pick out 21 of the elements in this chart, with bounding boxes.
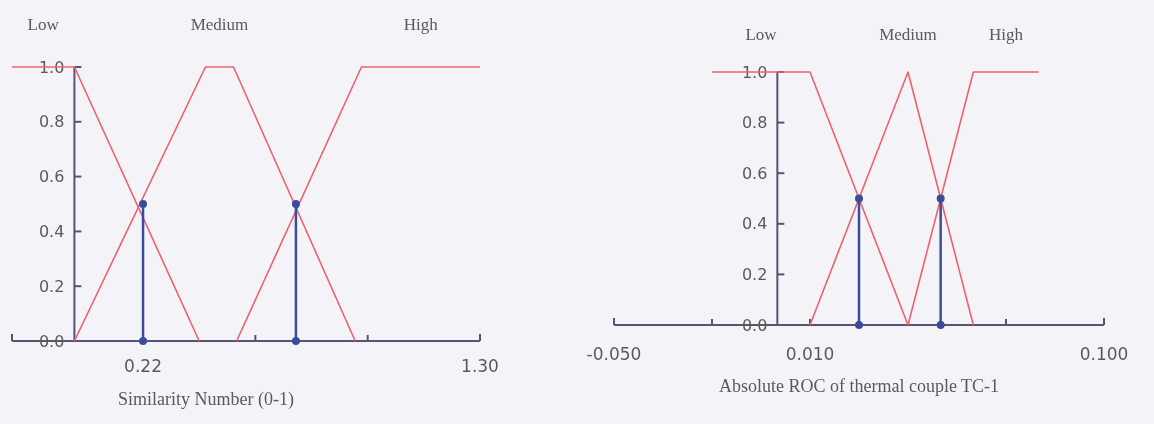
text: Medium: [190, 15, 249, 34]
x-tick-label: 1.30: [461, 356, 499, 376]
y-tick-label: 0.2: [741, 265, 768, 284]
series-label: Low: [745, 25, 778, 44]
y-tick-label: 0.8: [38, 112, 65, 132]
x-axis-title: Absolute ROC of thermal couple TC-1: [718, 376, 1000, 396]
x-tick-label: 0.010: [785, 344, 835, 364]
series-label: High: [403, 15, 439, 34]
x-tick-label: 0.100: [1079, 344, 1129, 364]
x-tick-label: 0.22: [124, 356, 162, 376]
x-tick-label: -0.050: [586, 344, 642, 364]
series-label: High: [989, 25, 1024, 44]
x-axis-title: Similarity Number (0-1): [118, 389, 294, 410]
y-tick-label: 0.4: [38, 222, 65, 241]
y-tick-label: 0.2: [38, 276, 65, 296]
y-tick-label: 0.4: [741, 214, 768, 234]
y-tick-label: 0.6: [741, 163, 768, 183]
text: Medium: [879, 25, 937, 44]
series-label: Low: [27, 15, 60, 34]
y-tick-label: 0.6: [38, 167, 65, 187]
y-tick-label: 0.8: [741, 113, 768, 133]
